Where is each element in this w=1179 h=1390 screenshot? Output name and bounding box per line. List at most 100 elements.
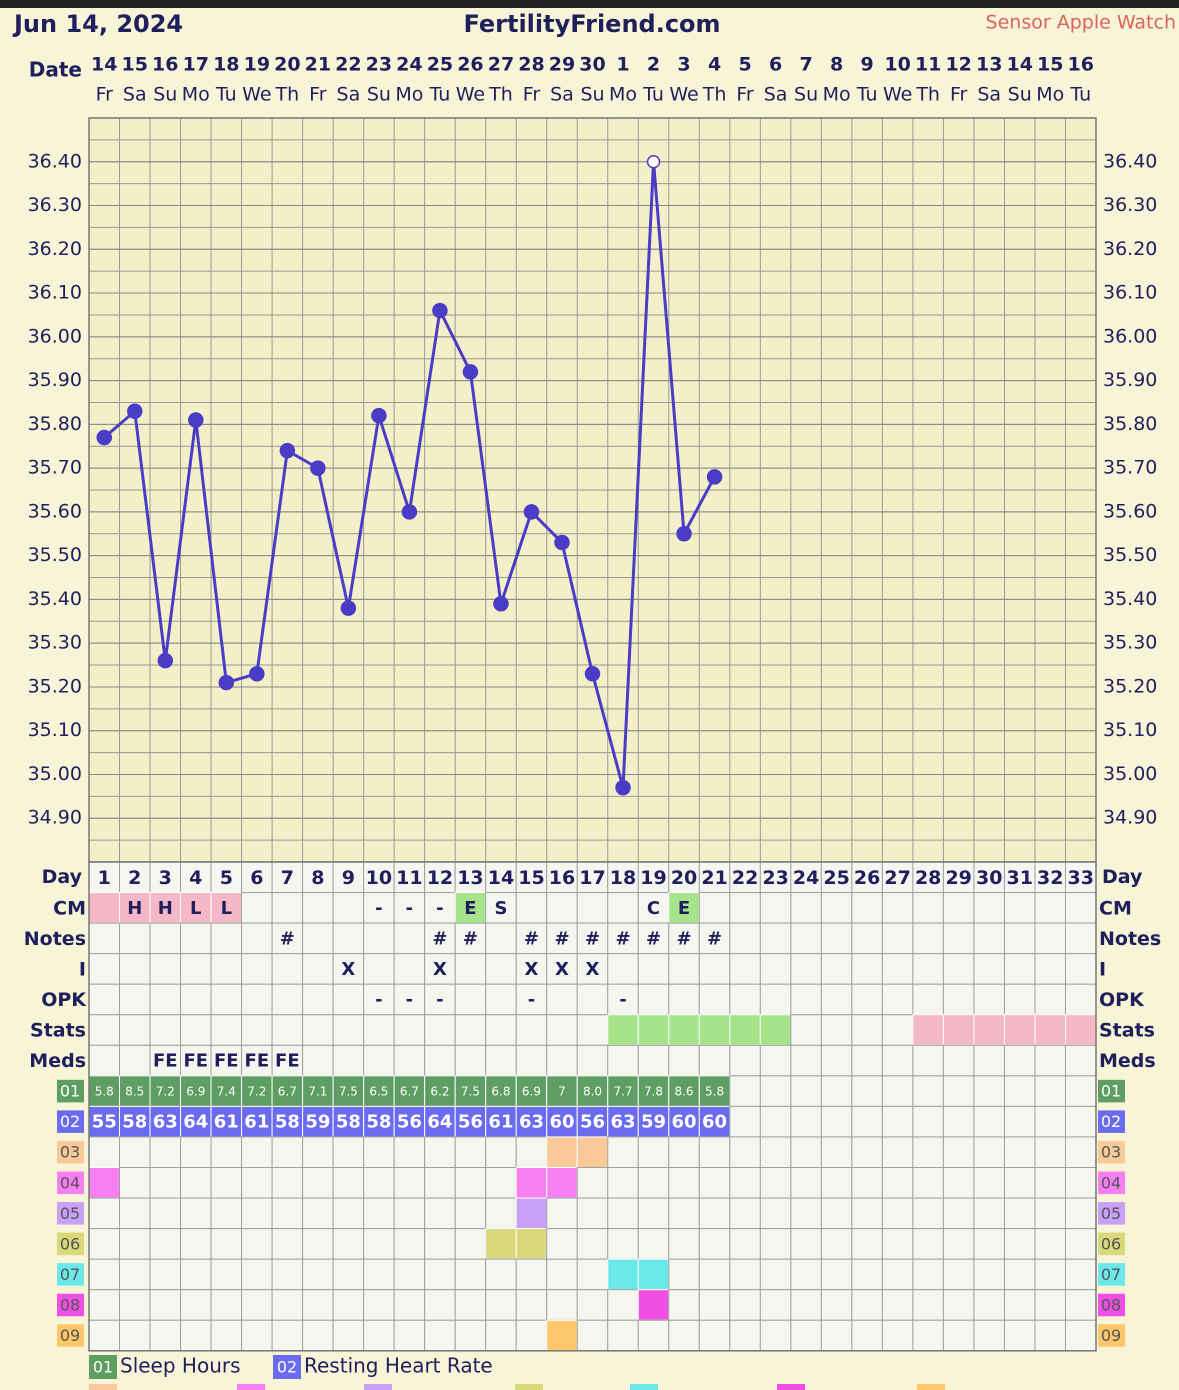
weekday-label: Sa (764, 84, 788, 106)
row-badge (57, 1079, 84, 1103)
cell-text: 63 (153, 1112, 178, 1133)
cell (881, 1319, 914, 1352)
cell (759, 922, 792, 955)
cell (668, 892, 700, 924)
cell (851, 1319, 883, 1352)
weekday-label: Mo (182, 84, 210, 106)
cell (576, 1044, 609, 1077)
cell (698, 1105, 731, 1138)
row-label: OPK (41, 989, 87, 1011)
cell (1064, 1197, 1097, 1230)
cell (576, 983, 609, 1016)
row-badge (57, 1171, 84, 1195)
cell (698, 1044, 731, 1077)
cell (271, 1014, 304, 1046)
cell-text: - (619, 989, 626, 1010)
cell (332, 983, 365, 1016)
cell (668, 953, 700, 985)
cell (210, 1136, 243, 1168)
cell (271, 1136, 304, 1168)
cell (454, 1167, 487, 1199)
cell (912, 1075, 944, 1107)
cell (973, 1167, 1005, 1199)
cell (790, 1105, 822, 1138)
cell (1064, 983, 1097, 1016)
cell (1003, 1319, 1036, 1352)
cell (119, 1289, 151, 1321)
cell (302, 1197, 334, 1230)
cell (973, 1014, 1005, 1046)
cell (759, 1167, 792, 1199)
y-tick-label: 35.30 (28, 632, 82, 654)
weekday-label: Su (794, 84, 818, 106)
cell (180, 1014, 212, 1046)
legend-swatch (630, 1384, 658, 1390)
cell (485, 1258, 517, 1291)
cell (393, 1136, 426, 1168)
date-label: 18 (213, 54, 239, 76)
cell (332, 1289, 365, 1321)
cell (271, 1228, 304, 1260)
cell (454, 983, 487, 1016)
date-label: 15 (1037, 54, 1063, 76)
cell (912, 1136, 944, 1168)
cell (515, 922, 548, 955)
legend-swatch (777, 1384, 805, 1390)
cell (912, 1197, 944, 1230)
legend-swatch (237, 1384, 265, 1390)
cell (546, 1289, 578, 1321)
date-label: 25 (427, 54, 453, 76)
cell (149, 1197, 182, 1230)
cell (942, 892, 975, 924)
y2-tick-label: 35.70 (1103, 457, 1157, 479)
cell-text: X (586, 959, 600, 980)
cell (271, 1289, 304, 1321)
cell-text: FE (275, 1051, 300, 1072)
cell (485, 1289, 517, 1321)
cell (759, 892, 792, 924)
cell (424, 922, 456, 955)
cell-text: 58 (366, 1112, 391, 1133)
cell-text: 6.9 (186, 1085, 205, 1099)
cell-text: X (341, 959, 355, 980)
weekday-label: We (883, 84, 912, 106)
day-number: 23 (762, 867, 788, 889)
cell-text: 64 (183, 1112, 208, 1133)
cell (332, 1014, 365, 1046)
header-site: FertilityFriend.com (463, 10, 720, 38)
cell (973, 1136, 1005, 1168)
row-label: 09 (60, 1326, 80, 1345)
cell (942, 1289, 975, 1321)
cell (241, 892, 273, 924)
cell (546, 1014, 578, 1046)
day-number: 20 (671, 867, 697, 889)
cell (149, 1014, 182, 1046)
row-badge-right (1098, 1171, 1125, 1195)
row-label-right: 05 (1101, 1204, 1121, 1223)
cell (546, 983, 578, 1016)
date-label: 22 (335, 54, 361, 76)
cell (973, 983, 1005, 1016)
cell (210, 1167, 243, 1199)
cell (1064, 1258, 1097, 1291)
legend-badge (89, 1355, 117, 1379)
cell-text: L (190, 898, 201, 919)
cell (1064, 1014, 1097, 1046)
cell (759, 1197, 792, 1230)
cell (607, 1105, 639, 1138)
y2-tick-label: 35.10 (1103, 719, 1157, 741)
cell (241, 983, 273, 1016)
day-number: 8 (311, 867, 324, 889)
weekday-label: Tu (215, 84, 237, 106)
cell-text: # (432, 928, 447, 949)
cell (851, 1014, 883, 1046)
cell (881, 1289, 914, 1321)
day-number: 2 (128, 867, 141, 889)
cell-text: 6.5 (369, 1085, 388, 1099)
cell-text: H (158, 898, 173, 919)
weekday-label: Mo (609, 84, 637, 106)
y-tick-label: 35.40 (28, 588, 82, 610)
cell (485, 892, 517, 924)
cell (454, 1014, 487, 1046)
cell (241, 1197, 273, 1230)
